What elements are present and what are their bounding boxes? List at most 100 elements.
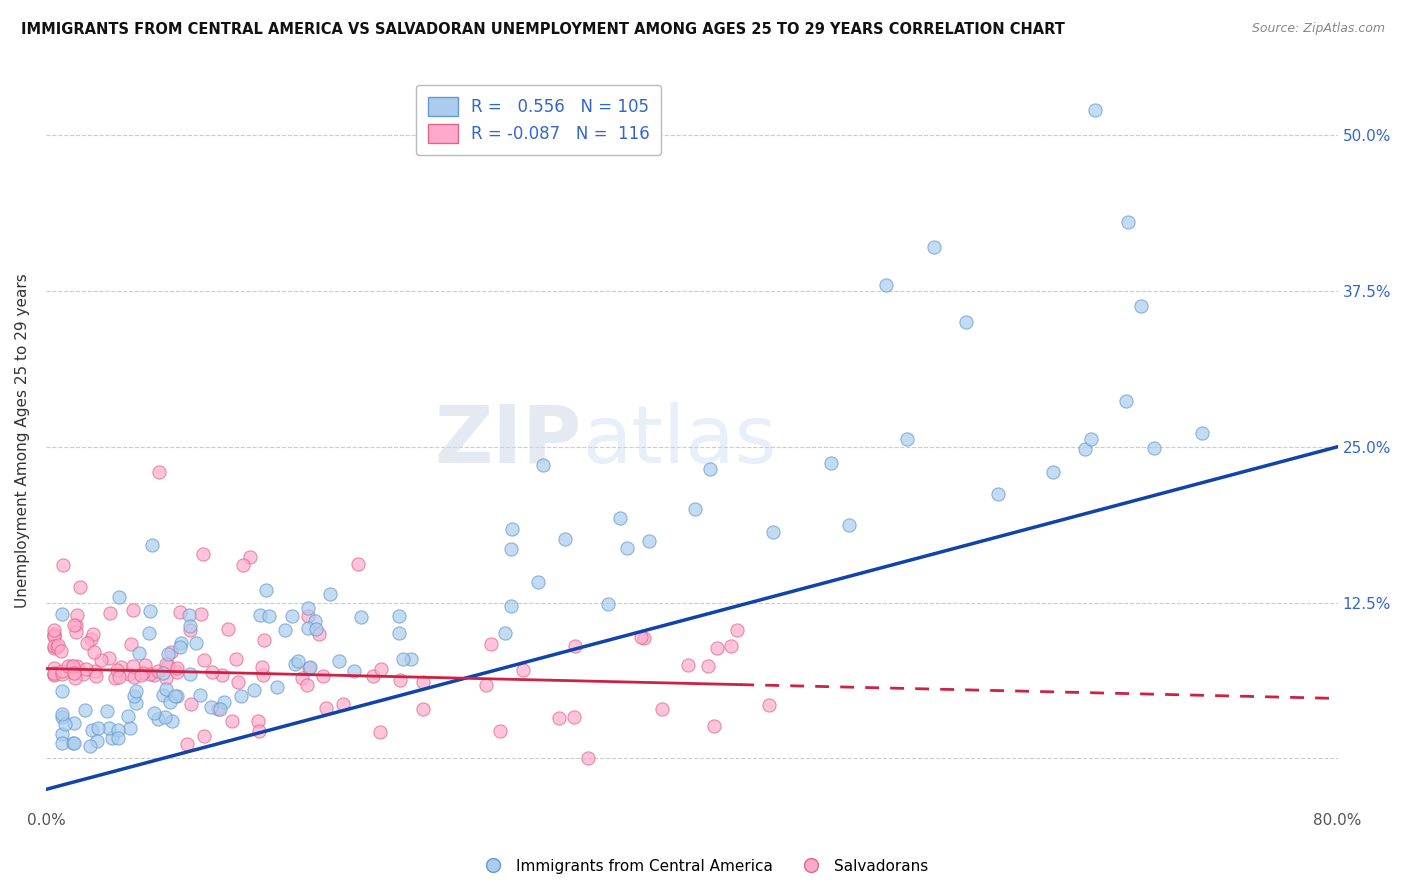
Point	[200, 700, 222, 714]
Point	[922, 240, 945, 254]
Point	[291, 671, 314, 685]
Point	[281, 608, 304, 623]
Point	[318, 587, 340, 601]
Point	[1191, 425, 1213, 440]
Point	[139, 604, 162, 618]
Point	[117, 709, 139, 723]
Point	[304, 614, 326, 628]
Point	[191, 547, 214, 561]
Point	[155, 657, 177, 671]
Point	[179, 608, 201, 623]
Point	[1080, 432, 1102, 446]
Point	[62, 715, 84, 730]
Point	[73, 703, 96, 717]
Point	[554, 532, 576, 546]
Point	[76, 636, 98, 650]
Point	[479, 637, 502, 651]
Point	[252, 668, 274, 682]
Point	[875, 277, 897, 292]
Point	[148, 465, 170, 479]
Point	[42, 629, 65, 643]
Point	[297, 601, 319, 615]
Point	[387, 609, 409, 624]
Point	[51, 644, 73, 658]
Point	[42, 667, 65, 681]
Point	[107, 670, 129, 684]
Point	[51, 607, 73, 622]
Point	[274, 624, 297, 638]
Point	[212, 695, 235, 709]
Point	[312, 669, 335, 683]
Point	[207, 702, 229, 716]
Point	[501, 522, 523, 536]
Point	[66, 659, 89, 673]
Point	[138, 626, 160, 640]
Point	[153, 710, 176, 724]
Point	[42, 640, 65, 655]
Point	[838, 517, 860, 532]
Point	[226, 674, 249, 689]
Point	[208, 702, 231, 716]
Point	[141, 538, 163, 552]
Point	[63, 736, 86, 750]
Point	[159, 645, 181, 659]
Point	[247, 724, 270, 739]
Point	[42, 668, 65, 682]
Point	[152, 688, 174, 702]
Point	[146, 664, 169, 678]
Point	[42, 661, 65, 675]
Point	[305, 622, 328, 636]
Point	[179, 619, 201, 633]
Point	[160, 714, 183, 729]
Legend: Immigrants from Central America, Salvadorans: Immigrants from Central America, Salvado…	[471, 853, 935, 880]
Point	[239, 549, 262, 564]
Point	[249, 607, 271, 622]
Point	[63, 618, 86, 632]
Point	[65, 671, 87, 685]
Point	[169, 605, 191, 619]
Point	[46, 638, 69, 652]
Point	[955, 315, 977, 329]
Point	[299, 659, 322, 673]
Point	[82, 723, 104, 737]
Point	[332, 698, 354, 712]
Point	[221, 714, 243, 729]
Point	[82, 627, 104, 641]
Point	[676, 658, 699, 673]
Point	[315, 701, 337, 715]
Point	[125, 696, 148, 710]
Point	[101, 731, 124, 746]
Point	[651, 702, 673, 716]
Point	[527, 574, 550, 589]
Point	[720, 639, 742, 653]
Point	[176, 738, 198, 752]
Point	[139, 667, 162, 681]
Text: Source: ZipAtlas.com: Source: ZipAtlas.com	[1251, 22, 1385, 36]
Point	[499, 542, 522, 557]
Point	[118, 667, 141, 681]
Point	[1084, 103, 1107, 118]
Point	[562, 710, 585, 724]
Point	[254, 582, 277, 597]
Point	[156, 657, 179, 672]
Point	[361, 669, 384, 683]
Point	[52, 558, 75, 573]
Point	[128, 646, 150, 660]
Point	[105, 663, 128, 677]
Point	[98, 606, 121, 620]
Point	[129, 668, 152, 682]
Point	[295, 678, 318, 692]
Point	[388, 625, 411, 640]
Point	[630, 630, 652, 644]
Point	[132, 666, 155, 681]
Point	[51, 684, 73, 698]
Point	[1143, 441, 1166, 455]
Point	[184, 636, 207, 650]
Point	[97, 721, 120, 735]
Point	[42, 640, 65, 654]
Point	[211, 668, 233, 682]
Point	[103, 671, 125, 685]
Point	[63, 666, 86, 681]
Point	[166, 661, 188, 675]
Point	[166, 665, 188, 679]
